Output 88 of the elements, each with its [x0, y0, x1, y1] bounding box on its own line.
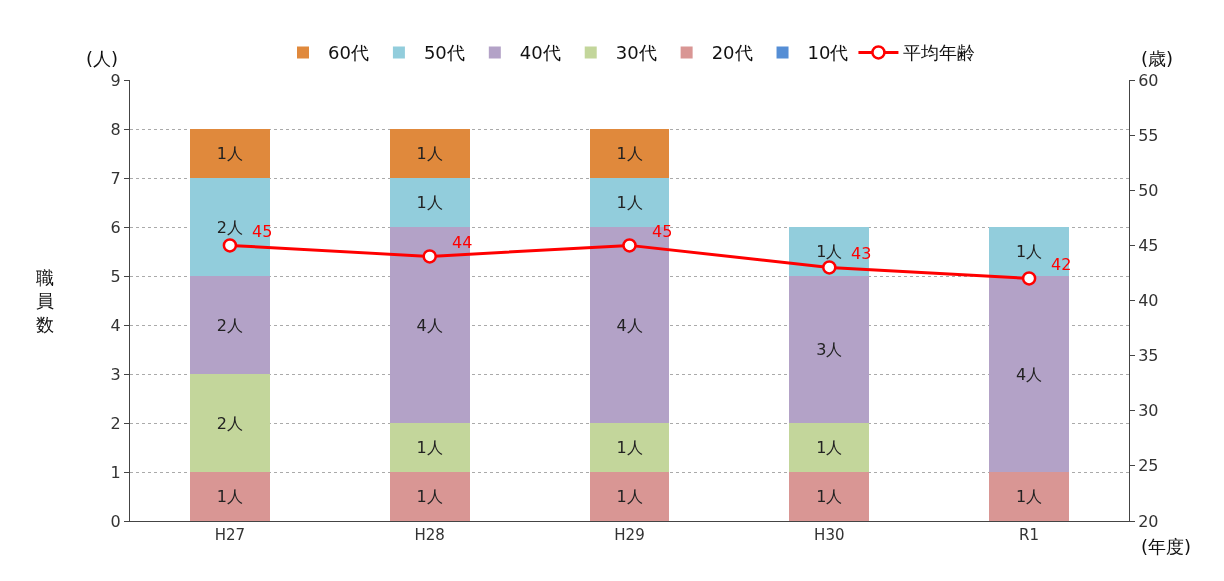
- bar: [789, 276, 870, 423]
- legend-label: 10代: [807, 42, 849, 64]
- bar: [789, 472, 870, 521]
- data-label: 2人: [216, 315, 243, 335]
- y2-tick-label: 60: [1138, 70, 1159, 90]
- data-label: 4人: [1016, 364, 1043, 384]
- data-label: 45: [652, 222, 673, 241]
- bar: [389, 227, 470, 423]
- y2-tick-label: 30: [1138, 401, 1159, 421]
- data-label: 2人: [216, 413, 243, 433]
- legend-label: 50代: [423, 42, 465, 64]
- text: (人): [86, 48, 119, 69]
- bar: [789, 423, 870, 472]
- data-label: 2人: [216, 217, 243, 237]
- x-tick-label: R1: [1019, 526, 1040, 544]
- data-label: 3人: [816, 340, 843, 359]
- point: [1021, 271, 1037, 286]
- data-label: 1人: [816, 242, 843, 261]
- data-label: 1人: [616, 438, 643, 457]
- legend-label: 60代: [328, 42, 369, 64]
- bar: [589, 423, 670, 472]
- x-tick-label: H27: [214, 526, 246, 544]
- data-label: 1人: [616, 144, 643, 163]
- data-label: 42: [1051, 255, 1072, 274]
- bar: [189, 472, 270, 521]
- y-tick-label: 5: [110, 266, 121, 286]
- legend-label: 40代: [519, 42, 561, 64]
- bar: [989, 227, 1070, 276]
- bar: [389, 472, 470, 521]
- data-label: 43: [851, 244, 872, 263]
- data-label: 44: [452, 233, 473, 252]
- data-label: 4人: [416, 315, 443, 335]
- bar: [589, 129, 670, 178]
- bar: [589, 472, 670, 521]
- point: [822, 260, 837, 275]
- bar: [389, 178, 470, 227]
- bar: [989, 472, 1070, 521]
- x-tick-label: H29: [614, 526, 645, 544]
- data-label: 1人: [416, 144, 443, 163]
- point: [222, 238, 238, 253]
- point: [622, 238, 637, 253]
- bar: [189, 178, 270, 276]
- data-label: 1人: [616, 193, 643, 212]
- y2-tick-label: 45: [1138, 235, 1159, 255]
- legend-label: 20代: [711, 42, 753, 64]
- y-tick-label: 3: [110, 364, 121, 384]
- legend-label: 30代: [615, 42, 657, 64]
- y-tick-label: 0: [110, 511, 121, 531]
- y-tick-label: 9: [110, 70, 121, 90]
- y-tick-label: 8: [110, 119, 121, 139]
- y2-tick-label: 40: [1138, 291, 1159, 311]
- data-label: 1人: [616, 487, 643, 506]
- data-label: 45: [252, 222, 273, 241]
- data-label: 1人: [816, 487, 843, 506]
- y-tick-label: 4: [110, 315, 121, 335]
- bar: [389, 129, 470, 178]
- data-label: 1人: [1016, 242, 1043, 261]
- y2-tick-label: 55: [1138, 125, 1159, 145]
- bar: [189, 129, 270, 178]
- bar: [589, 227, 670, 423]
- bar: [589, 178, 670, 227]
- bar: [389, 423, 470, 472]
- y-tick-label: 6: [110, 217, 121, 237]
- data-label: 1人: [1016, 487, 1043, 506]
- text: (歳): [1141, 48, 1174, 69]
- data-label: 4人: [616, 315, 643, 335]
- bar: [989, 276, 1070, 472]
- data-label: 1人: [416, 438, 443, 457]
- y-tick-label: 1: [110, 462, 121, 482]
- bar: [189, 276, 270, 374]
- y2-tick-label: 35: [1138, 346, 1159, 366]
- y2-tick-label: 25: [1138, 456, 1159, 476]
- point: [422, 249, 437, 264]
- legend-label: 平均年齢: [903, 42, 976, 64]
- bar: [189, 374, 270, 472]
- data-label: 1人: [416, 487, 443, 506]
- y-axis-title: 職員数: [36, 267, 54, 335]
- y2-tick-label: 20: [1138, 511, 1159, 531]
- data-label: 1人: [216, 487, 243, 506]
- y2-tick-label: 50: [1138, 180, 1159, 200]
- x-tick-label: H28: [414, 526, 445, 544]
- y-tick-label: 7: [110, 168, 121, 188]
- data-label: 1人: [216, 144, 243, 163]
- y-tick-label: 2: [110, 413, 121, 433]
- text: (年度): [1141, 536, 1192, 557]
- x-tick-label: H30: [814, 526, 845, 544]
- data-label: 1人: [816, 438, 843, 457]
- data-label: 1人: [416, 193, 443, 212]
